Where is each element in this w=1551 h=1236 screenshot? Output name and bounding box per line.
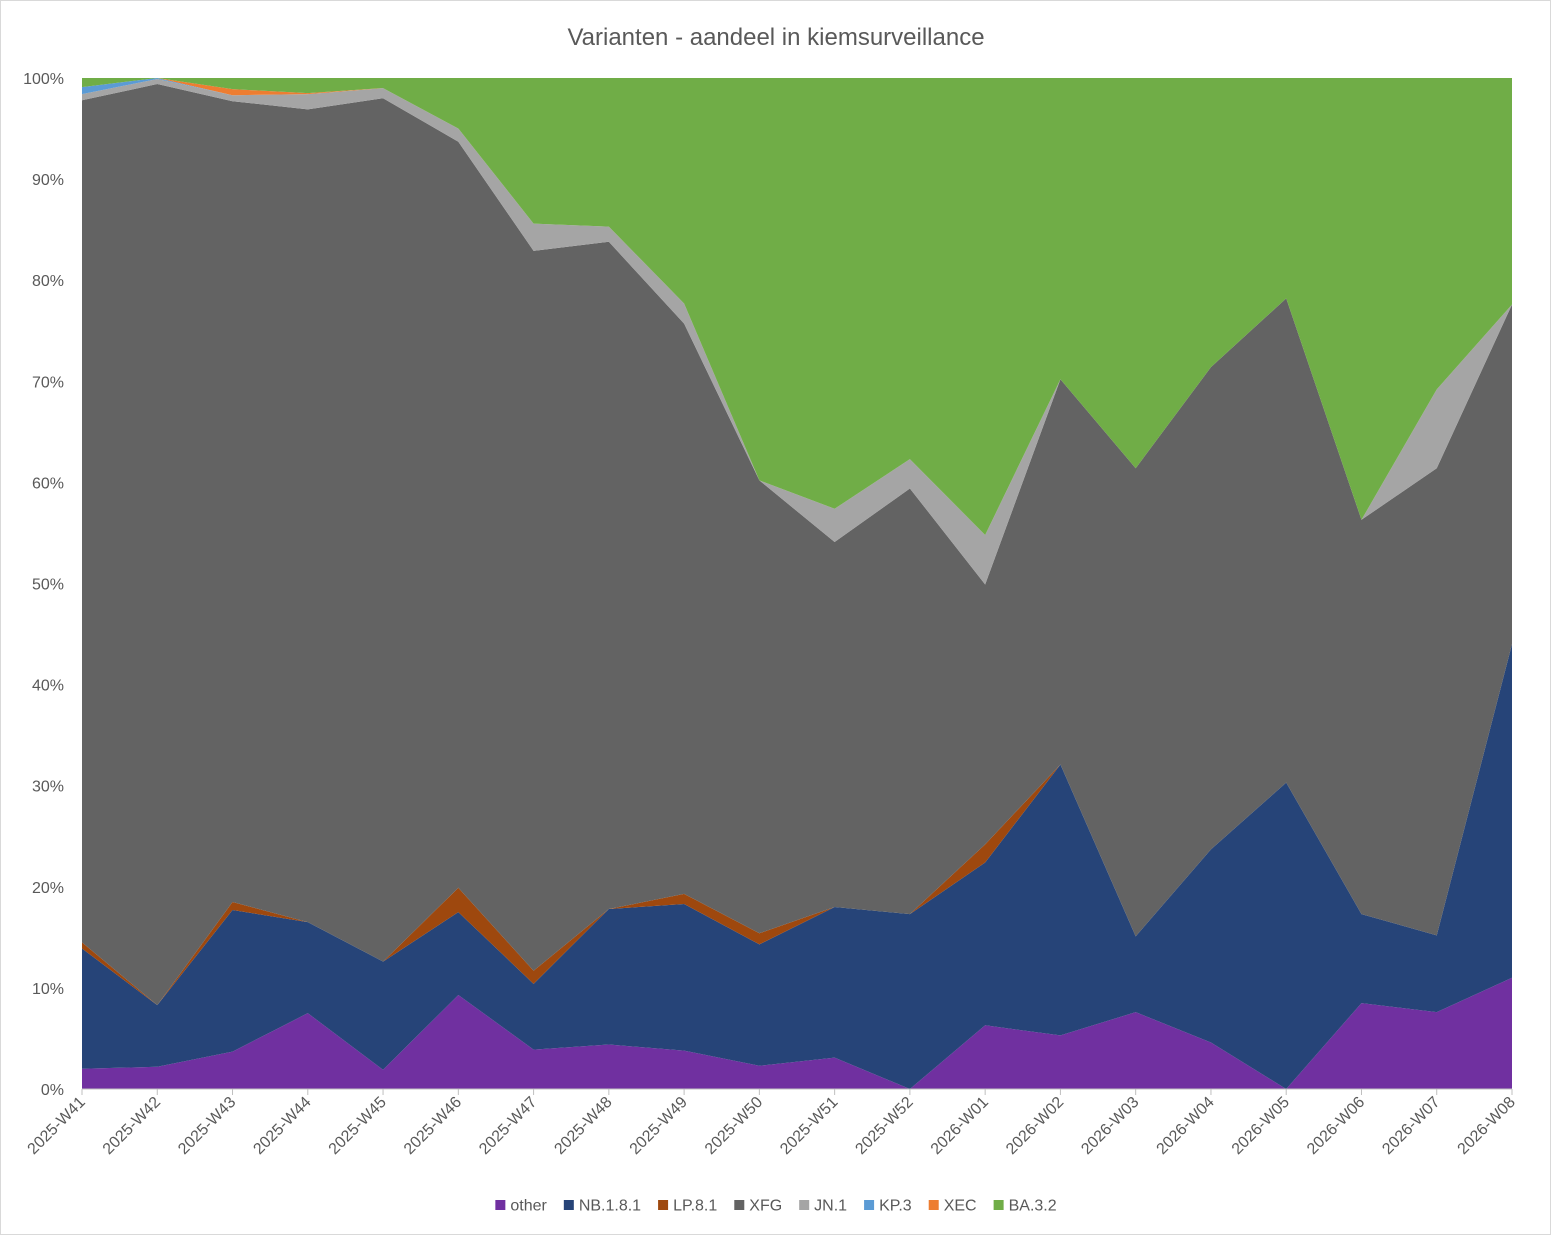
y-tick-label: 70% — [32, 374, 64, 391]
x-tick-label: 2026-W05 — [1229, 1094, 1293, 1158]
legend-item-other: other — [495, 1198, 547, 1215]
x-tick-label: 2025-W48 — [551, 1094, 615, 1158]
legend-swatch — [864, 1200, 875, 1210]
x-tick-label: 2026-W08 — [1455, 1094, 1519, 1158]
legend-swatch — [658, 1200, 669, 1210]
y-tick-label: 40% — [32, 678, 64, 695]
x-tick-label: 2026-W03 — [1078, 1094, 1142, 1158]
x-tick-label: 2026-W06 — [1304, 1094, 1368, 1158]
legend-item-KP.3: KP.3 — [864, 1198, 912, 1215]
legend-swatch — [928, 1200, 939, 1210]
legend-label: XFG — [749, 1198, 782, 1215]
y-tick-label: 50% — [32, 577, 64, 594]
legend-label: LP.8.1 — [673, 1198, 717, 1215]
x-tick-label: 2025-W45 — [326, 1094, 390, 1158]
x-tick-label: 2025-W47 — [476, 1094, 540, 1158]
y-tick-label: 30% — [32, 779, 64, 796]
area-other — [82, 977, 1512, 1089]
legend-label: BA.3.2 — [1009, 1198, 1057, 1215]
x-tick-label: 2025-W42 — [100, 1094, 164, 1158]
x-tick-label: 2025-W52 — [852, 1094, 916, 1158]
x-tick-label: 2026-W01 — [928, 1094, 992, 1158]
x-tick-label: 2025-W50 — [702, 1094, 766, 1158]
x-tick-label: 2026-W04 — [1154, 1094, 1218, 1158]
x-tick-label: 2026-W02 — [1003, 1094, 1067, 1158]
x-tick-label: 2025-W51 — [777, 1094, 841, 1158]
x-tick-label: 2025-W44 — [250, 1094, 314, 1158]
legend-swatch — [993, 1200, 1004, 1210]
legend-item-XEC: XEC — [928, 1198, 977, 1215]
legend-item-BA.3.2: BA.3.2 — [993, 1198, 1057, 1215]
legend-label: KP.3 — [879, 1198, 912, 1215]
legend-swatch — [734, 1200, 745, 1210]
x-axis-ticks: 2025-W41 2025-W42 2025-W43 2025-W44 2025-W45… — [25, 1094, 1519, 1158]
area-LP.8.1 — [82, 644, 1512, 1006]
y-tick-label: 60% — [32, 475, 64, 492]
legend: other NB.1.8.1 LP.8.1 XFG JN.1 KP.3 XEC BA.3.2 — [495, 1198, 1057, 1215]
legend-swatch — [563, 1200, 574, 1210]
legend-label: other — [510, 1198, 547, 1215]
x-tick-label: 2025-W41 — [25, 1094, 89, 1158]
x-tick-label: 2025-W46 — [401, 1094, 465, 1158]
legend-label: XEC — [944, 1198, 977, 1215]
y-tick-label: 90% — [32, 172, 64, 189]
area-XFG — [82, 84, 1512, 1006]
stacked-areas — [82, 78, 1512, 1089]
axes — [81, 1088, 1513, 1095]
x-tick-label: 2026-W07 — [1379, 1094, 1443, 1158]
legend-swatch — [495, 1200, 506, 1210]
y-tick-label: 10% — [32, 981, 64, 998]
legend-item-LP.8.1: LP.8.1 — [658, 1198, 717, 1215]
y-tick-label: 80% — [32, 273, 64, 290]
y-tick-label: 100% — [23, 71, 64, 88]
legend-swatch — [799, 1200, 810, 1210]
legend-item-NB.1.8.1: NB.1.8.1 — [563, 1198, 641, 1215]
x-tick-label: 2025-W49 — [627, 1094, 691, 1158]
x-tick-label: 2025-W43 — [175, 1094, 239, 1158]
y-axis-ticks: 0% 10% 20% 30% 40% 50% 60% 70% 80% 90% 100% — [23, 71, 64, 1099]
area-BA.3.2 — [82, 78, 1512, 535]
chart-title: Varianten - aandeel in kiemsurveillance — [567, 24, 984, 51]
legend-label: NB.1.8.1 — [579, 1198, 641, 1215]
y-tick-label: 20% — [32, 880, 64, 897]
legend-item-XFG: XFG — [734, 1198, 782, 1215]
legend-item-JN.1: JN.1 — [799, 1198, 847, 1215]
area-NB.1.8.1 — [82, 644, 1512, 1089]
y-tick-label: 0% — [41, 1082, 64, 1099]
legend-label: JN.1 — [814, 1198, 847, 1215]
